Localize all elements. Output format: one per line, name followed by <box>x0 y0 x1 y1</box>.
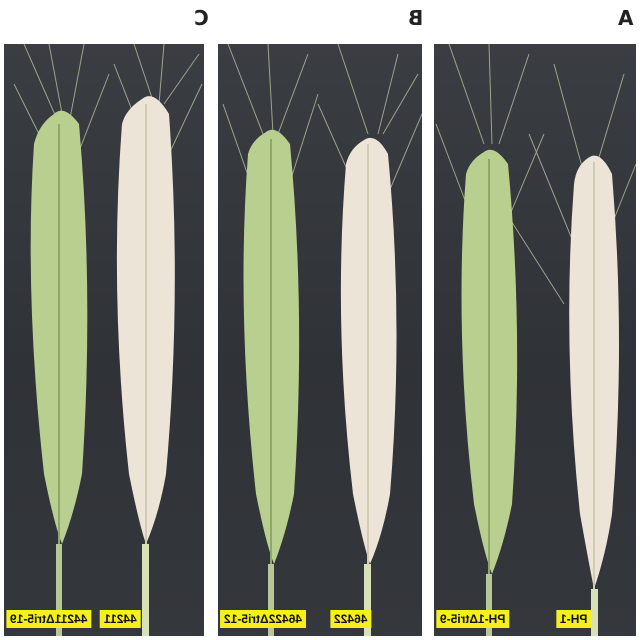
wheat-spikes-a <box>435 44 636 636</box>
bleached-spike-c <box>116 96 175 636</box>
healthy-spike-a <box>461 149 518 636</box>
sample-label-46422: 46422 <box>330 610 372 628</box>
photo-panel-a: PH-1 PH-1Δtri5-9 <box>434 44 636 636</box>
awns-a <box>435 44 636 305</box>
sample-label-ph-1: PH-1 <box>556 610 592 628</box>
photo-panel-c: 44211 44211Δtri5-19 <box>4 44 204 636</box>
healthy-spike-b <box>243 129 300 636</box>
sample-label-44211: 44211 <box>100 610 141 628</box>
panel-letter-b: B <box>408 6 424 30</box>
panel-letter-a: A <box>618 6 634 30</box>
wheat-spikes-c <box>13 44 203 636</box>
sample-label-46422-tri5-12: 46422Δtri5-12 <box>220 610 307 628</box>
panel-letter-c: C <box>194 6 209 30</box>
wheat-spikes-b <box>222 44 422 636</box>
healthy-spike-c <box>30 110 88 636</box>
sample-label-44211-tri5-19: 44211Δtri5-19 <box>6 610 92 628</box>
photo-panel-b: 46422 46422Δtri5-12 <box>218 44 422 636</box>
sample-label-ph-1-tri5-9: PH-1Δtri5-9 <box>436 610 510 628</box>
bleached-spike-a <box>569 155 619 636</box>
bleached-spike-b <box>340 137 397 636</box>
